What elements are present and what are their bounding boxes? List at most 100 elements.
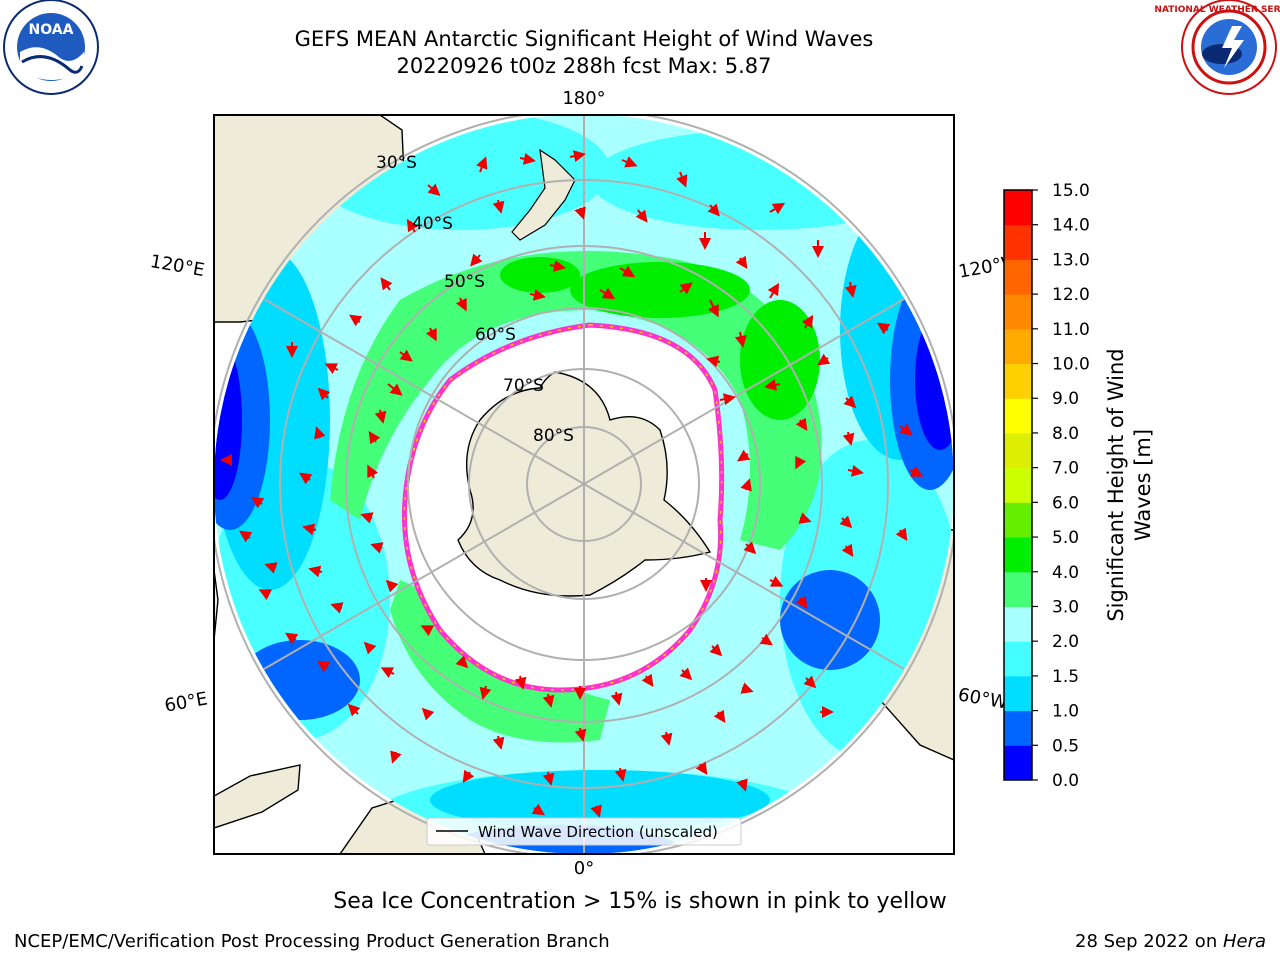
colorbar-segment	[1004, 432, 1032, 469]
wave-arrow	[610, 691, 623, 706]
wave-arrow	[679, 667, 693, 681]
wave-arrow	[330, 602, 344, 614]
colorbar-frame	[1003, 189, 1033, 781]
lat-label-40s: 40°S	[412, 214, 453, 234]
wave-arrow	[421, 707, 435, 721]
wave-arrow	[308, 565, 323, 578]
wave-arrow	[285, 632, 299, 645]
wave-arrow	[299, 472, 313, 485]
wave-arrow	[264, 562, 278, 574]
colorbar-tick-label: 4.0	[1052, 563, 1079, 583]
wave-arrow	[736, 778, 748, 792]
wave-arrow	[363, 641, 377, 655]
latitude-labels: 30°S 40°S 50°S 60°S 70°S 80°S	[376, 153, 574, 446]
wave-arrow	[360, 512, 374, 524]
lon-label-180: 180°	[562, 88, 605, 109]
colorbar-tick-label: 11.0	[1052, 320, 1090, 340]
chart-title: GEFS MEAN Antarctic Significant Height o…	[294, 27, 874, 51]
colorbar-segment	[1004, 190, 1032, 226]
colorbar: 0.0 0.5 1.0 1.5 2.0 3.0 4.0 5.0 6.0 7.0 8.0 9.0 10.0…	[1003, 181, 1090, 791]
wave-arrow	[387, 383, 403, 396]
colorbar-segment	[1004, 641, 1032, 677]
map-area	[214, 115, 954, 854]
colorbar-segment	[1004, 467, 1032, 503]
colorbar-tick-label: 7.0	[1052, 459, 1079, 479]
nws-logo: NATIONAL WEATHER SERVICE	[1154, 0, 1280, 95]
footer-credit: NCEP/EMC/Verification Post Processing Pr…	[14, 931, 610, 952]
map-frame	[213, 114, 955, 855]
colorbar-segment	[1004, 363, 1032, 399]
footer-date-text: 28 Sep 2022 on	[1075, 931, 1223, 952]
noaa-logo: NOAA	[3, 0, 99, 95]
wave-arrow	[367, 464, 379, 479]
wave-arrow	[380, 667, 395, 679]
wave-arrow	[641, 673, 654, 687]
wave-arrow	[492, 199, 505, 214]
wave-arrow	[841, 543, 854, 557]
wave-arrow	[769, 202, 786, 215]
colorbar-segment	[1004, 745, 1032, 781]
wave-arrow	[803, 675, 817, 689]
wave-arrow	[529, 288, 546, 301]
colorbar-label: Significant Height of Wind Waves [m]	[1104, 348, 1155, 622]
wave-arrow	[842, 431, 855, 446]
colorbar-tick-label: 8.0	[1052, 424, 1079, 444]
colorbar-tick-label: 13.0	[1052, 250, 1090, 270]
wave-arrow	[374, 409, 387, 424]
wave-arrow	[713, 709, 726, 723]
wave-arrow	[317, 660, 331, 673]
wave-arrow	[769, 575, 784, 587]
sea-ice-caption: Sea Ice Concentration > 15% is shown in …	[333, 889, 947, 914]
wave-arrow	[707, 203, 720, 217]
wave-arrow	[455, 297, 467, 312]
footer-date: 28 Sep 2022 on Hera	[1075, 931, 1266, 952]
colorbar-tick-label: 14.0	[1052, 216, 1090, 236]
colorbar-tick-label: 3.0	[1052, 597, 1079, 617]
wave-arrow	[740, 478, 752, 492]
colorbar-segment	[1004, 571, 1032, 607]
wave-arrow	[877, 322, 891, 335]
wave-arrow	[759, 633, 773, 646]
wave-arrow	[743, 541, 757, 555]
wave-arrow	[795, 595, 808, 609]
colorbar-segment	[1004, 537, 1032, 573]
wave-arrow	[795, 455, 807, 470]
colorbar-tick-label: 1.0	[1052, 702, 1079, 722]
colorbar-tick-label: 15.0	[1052, 181, 1090, 201]
wave-arrow	[844, 281, 857, 298]
wave-arrow	[909, 465, 924, 477]
wave-arrow	[385, 579, 399, 593]
wave-arrow	[425, 327, 437, 342]
colorbar-segment	[1004, 606, 1032, 642]
colorbar-tick-label: 0.0	[1052, 771, 1079, 791]
wave-arrow	[679, 282, 693, 295]
wave-arrow	[695, 761, 708, 775]
wave-arrow	[531, 803, 545, 816]
wave-arrow	[839, 515, 853, 529]
colorbar-segment	[1004, 259, 1032, 295]
wave-arrow	[476, 156, 488, 173]
colorbar-segment	[1004, 398, 1032, 434]
lon-label-60w: 60°W	[956, 684, 1009, 713]
colorbar-segment	[1004, 675, 1032, 712]
lat-label-70s: 70°S	[503, 376, 544, 396]
wave-arrow	[817, 353, 831, 366]
wave-arrow	[735, 255, 748, 269]
wave-arrow	[470, 253, 483, 267]
new-zealand	[511, 148, 576, 241]
wave-arrow	[719, 393, 736, 406]
lat-label-60s: 60°S	[475, 325, 516, 345]
wave-arrow	[619, 265, 636, 278]
wave-arrow	[542, 693, 555, 708]
colorbar-segment	[1004, 224, 1032, 260]
wave-arrow	[706, 355, 721, 368]
colorbar-tick-label: 2.0	[1052, 632, 1079, 652]
colorbar-segment	[1004, 710, 1032, 746]
wave-arrow	[569, 150, 586, 163]
wave-arrow	[614, 767, 627, 782]
wave-arrow	[349, 314, 363, 327]
wave-arrow	[740, 682, 754, 694]
wave-arrow	[368, 431, 381, 445]
wave-arrow	[707, 299, 719, 318]
footer-host: Hera	[1222, 931, 1266, 952]
